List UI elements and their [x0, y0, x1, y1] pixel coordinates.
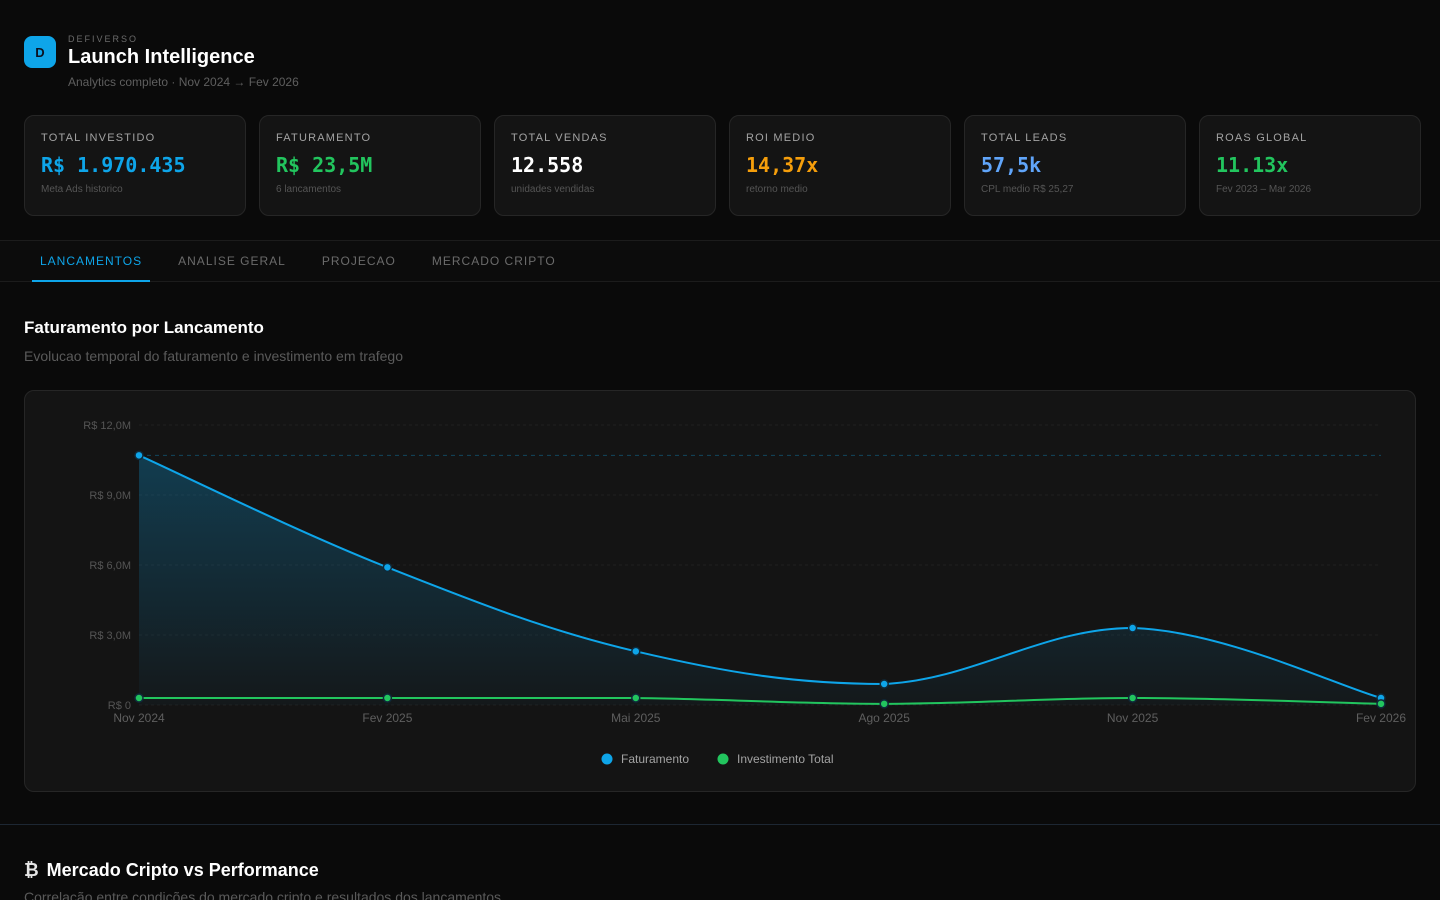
kpi-sub: 6 lancamentos — [276, 184, 342, 195]
legend-label-investimento-total: Investimento Total — [737, 752, 834, 766]
faturamento-point — [631, 646, 641, 657]
faturamento-point — [382, 562, 393, 573]
legend-label-faturamento: Faturamento — [621, 752, 689, 766]
investimento-total-point — [134, 693, 144, 703]
brand-name: DEFIVERSO — [68, 34, 139, 44]
section-title: Faturamento por Lancamento — [24, 318, 264, 337]
legend-marker-faturamento — [601, 753, 613, 765]
kpi-value: 11.13x — [1216, 153, 1289, 177]
x-tick-label: Nov 2025 — [1107, 711, 1159, 725]
investimento-total-point — [382, 693, 393, 703]
section-subtitle: Evolucao temporal do faturamento e inves… — [24, 348, 403, 364]
revenue-chart: R$ 0 R$ 3,0M R$ 6,0M R$ 9,0M R$ 12,0M Nov 202… — [83, 420, 1406, 766]
investimento-total-point — [1127, 693, 1138, 703]
kpi-sub: Fev 2023 – Mar 2026 — [1216, 184, 1312, 195]
investimento-total-point — [1376, 699, 1386, 709]
kpi-card-total-leads: TOTAL LEADS 57,5k CPL medio R$ 25,27 — [964, 115, 1186, 216]
investimento-total-line — [138, 696, 1382, 705]
investimento-total-point — [879, 699, 889, 709]
kpi-label: FATURAMENTO — [276, 132, 372, 144]
kpi-label: TOTAL INVESTIDO — [41, 132, 156, 144]
y-tick-label: R$ 3,0M — [89, 630, 131, 642]
investimento-total-point — [631, 693, 641, 703]
faturamento-point — [134, 450, 144, 461]
kpi-card-roi-medio: ROI MEDIO 14,37x retorno medio — [729, 115, 951, 216]
revenue-chart-card: R$ 0 R$ 3,0M R$ 6,0M R$ 9,0M R$ 12,0M Nov 202… — [24, 390, 1416, 792]
kpi-value: R$ 23,5M — [276, 153, 373, 177]
app-subtitle: Analytics completo · Nov 2024 → Fev 2026 — [68, 75, 299, 89]
kpi-card-roas-global: ROAS GLOBAL 11.13x Fev 2023 – Mar 2026 — [1199, 115, 1421, 216]
faturamento-line — [138, 454, 1382, 699]
tab-bar: LANCAMENTOS ANALISE GERAL PROJECAO MERCA… — [0, 240, 1440, 282]
kpi-sub: Meta Ads historico — [41, 184, 123, 195]
crypto-section-subtitle: Correlação entre condições do mercado cr… — [24, 889, 502, 900]
x-tick-label: Nov 2024 — [113, 711, 165, 725]
header: D DEFIVERSO Launch Intelligence Analytic… — [24, 34, 299, 89]
kpi-label: ROAS GLOBAL — [1216, 132, 1308, 144]
faturamento-point — [1127, 623, 1138, 633]
kpi-label: TOTAL VENDAS — [511, 132, 608, 144]
kpi-label: ROI MEDIO — [746, 132, 816, 144]
kpi-sub: CPL medio R$ 25,27 — [981, 184, 1074, 195]
kpi-sub: retorno medio — [746, 184, 808, 195]
x-tick-label: Mai 2025 — [611, 711, 661, 725]
y-tick-label: R$ 6,0M — [89, 560, 131, 572]
kpi-card-total-vendas: TOTAL VENDAS 12.558 unidades vendidas — [494, 115, 716, 216]
y-tick-label: R$ 9,0M — [89, 490, 131, 502]
crypto-section-title: ₿ Mercado Cripto vs Performance — [24, 860, 319, 881]
header-text: DEFIVERSO Launch Intelligence Analytics … — [68, 34, 299, 89]
tab-analise-geral[interactable]: ANALISE GERAL — [178, 254, 286, 268]
faturamento-point — [879, 679, 889, 689]
x-tick-label: Fev 2025 — [362, 711, 412, 725]
tab-lancamentos[interactable]: LANCAMENTOS — [32, 241, 151, 282]
section-divider — [0, 824, 1440, 825]
kpi-card-faturamento: FATURAMENTO R$ 23,5M 6 lancamentos — [259, 115, 481, 216]
crypto-section-title-text: Mercado Cripto vs Performance — [46, 860, 319, 880]
logo: D — [24, 36, 56, 68]
kpi-value: 57,5k — [981, 153, 1042, 177]
bitcoin-icon: ₿ — [24, 860, 39, 880]
y-tick-label: R$ 0 — [108, 700, 131, 712]
kpi-value: 12.558 — [511, 153, 584, 177]
kpi-value: R$ 1.970.435 — [41, 153, 186, 177]
kpi-label: TOTAL LEADS — [981, 132, 1068, 144]
x-tick-label: Fev 2026 — [1356, 711, 1406, 725]
tab-mercado-cripto[interactable]: MERCADO CRIPTO — [431, 254, 556, 268]
faturamento-area — [139, 455, 1381, 705]
kpi-sub: unidades vendidas — [511, 184, 595, 195]
tab-projecao[interactable]: PROJECAO — [321, 254, 396, 268]
kpi-card-total-investido: TOTAL INVESTIDO R$ 1.970.435 Meta Ads hi… — [24, 115, 246, 216]
kpi-row: TOTAL INVESTIDO R$ 1.970.435 Meta Ads hi… — [24, 115, 1421, 216]
y-tick-label: R$ 12,0M — [83, 420, 131, 432]
app-title: Launch Intelligence — [68, 46, 255, 68]
kpi-value: 14,37x — [746, 153, 819, 177]
legend-marker-investimento-total — [717, 753, 729, 765]
x-tick-label: Ago 2025 — [859, 711, 911, 725]
